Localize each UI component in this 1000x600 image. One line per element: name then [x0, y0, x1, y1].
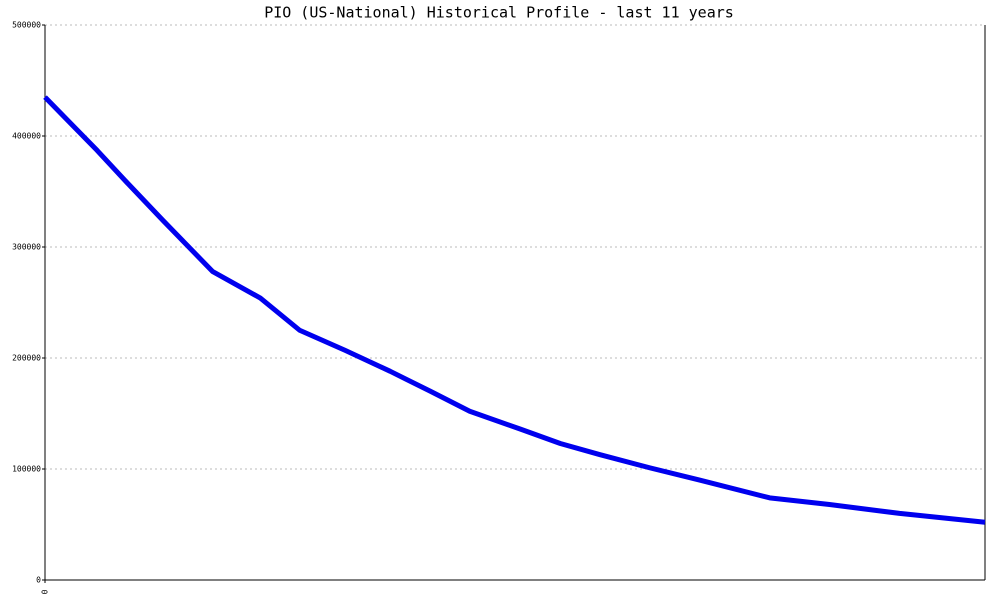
y-tick-label: 0 — [36, 576, 41, 585]
data-line — [43, 95, 986, 525]
y-tick-label: 300000 — [12, 243, 41, 252]
y-tick-label: 400000 — [12, 132, 41, 141]
x-tick-label: 0 — [41, 589, 50, 594]
y-tick-label: 200000 — [12, 354, 41, 363]
y-tick-label: 100000 — [12, 465, 41, 474]
chart-title: PIO (US-National) Historical Profile - l… — [264, 4, 734, 22]
y-tick-label: 500000 — [12, 21, 41, 30]
